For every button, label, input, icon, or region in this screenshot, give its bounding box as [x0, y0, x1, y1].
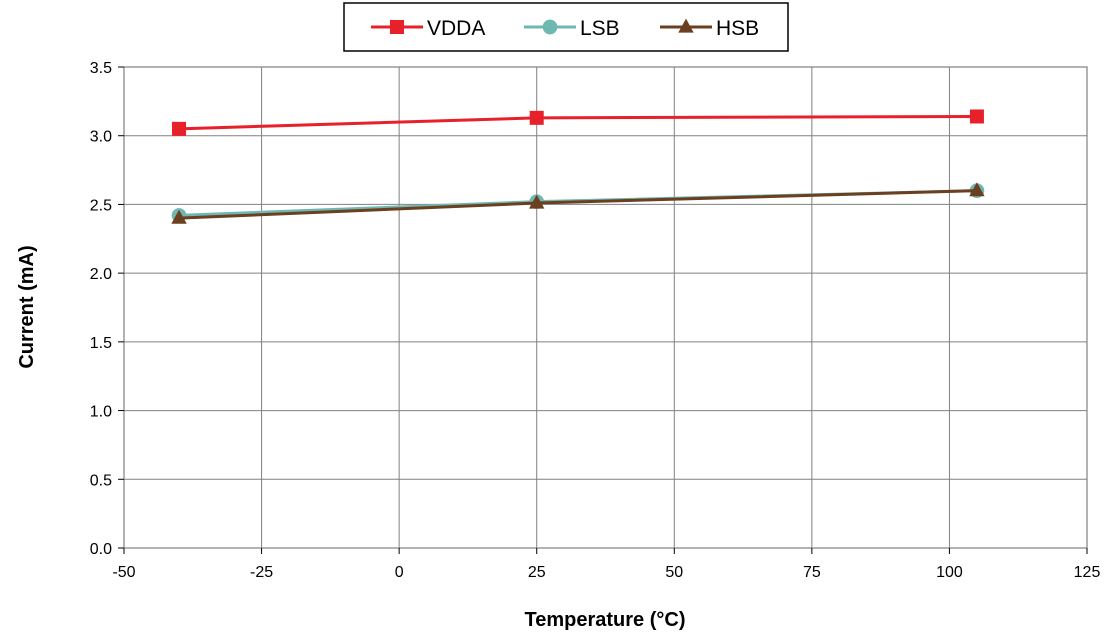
series-hsb-point: [969, 182, 985, 197]
y-tick-label: 1.5: [90, 335, 112, 352]
x-tick-label: 100: [936, 564, 963, 581]
series-vdda-point: [529, 110, 544, 125]
legend-vdda-marker: [390, 20, 404, 34]
y-tick-label: 3.5: [90, 60, 112, 77]
y-tick-label: 1.0: [90, 404, 112, 421]
legend-vdda-label: VDDA: [427, 17, 485, 40]
legend-lsb-label: LSB: [580, 17, 620, 40]
series-hsb-point: [529, 194, 545, 209]
grid: [123, 66, 1088, 549]
legend: VDDA LSB HSB: [343, 2, 789, 52]
y-axis-title: Current (mA): [16, 245, 38, 368]
series-group: [171, 109, 985, 224]
y-tick-label: 2.0: [90, 266, 112, 283]
y-tick-label: 3.0: [90, 129, 112, 146]
x-tick-label: 25: [528, 564, 546, 581]
y-tick-label: 0.5: [90, 472, 112, 489]
legend-hsb-marker: [678, 18, 694, 33]
plot-border: [123, 66, 1088, 549]
x-axis-title: Temperature (°C): [525, 609, 686, 631]
x-tick-label: -25: [250, 564, 273, 581]
x-tick-label: 50: [665, 564, 683, 581]
y-tick-label: 0.0: [90, 541, 112, 558]
axes: -50 -25 0 25 50 75 100 125 0.0 0.5 1.0 1.5 2.0 2.5 3.0…: [90, 60, 1101, 581]
plot-area: [124, 67, 1087, 548]
legend-hsb-label: HSB: [716, 17, 759, 40]
x-tick-label: -50: [112, 564, 135, 581]
series-vdda-point: [172, 121, 187, 136]
legend-lsb-marker: [542, 19, 558, 35]
series-vdda: [172, 109, 984, 136]
y-tick-label: 2.5: [90, 197, 112, 214]
series-hsb: [171, 182, 985, 224]
series-vdda-point: [969, 109, 984, 124]
x-tick-label: 125: [1074, 564, 1101, 581]
x-tick-label: 75: [803, 564, 821, 581]
series-hsb-point: [171, 209, 187, 224]
x-tick-label: 0: [395, 564, 404, 581]
